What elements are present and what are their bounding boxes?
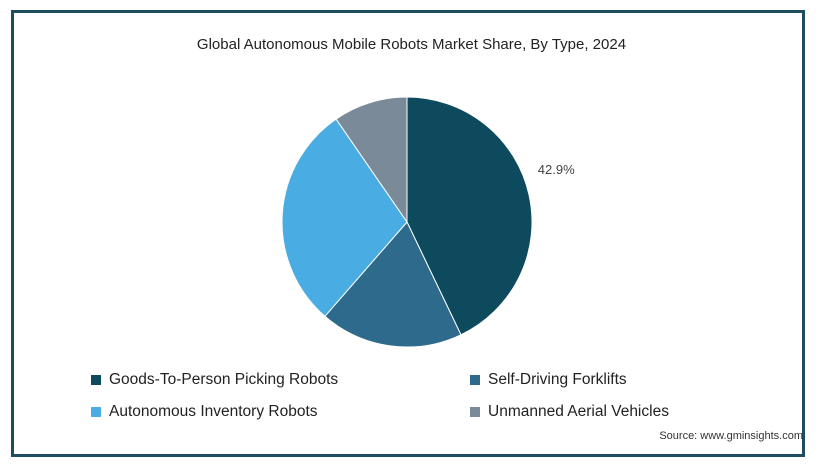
legend-label: Goods-To-Person Picking Robots: [109, 371, 339, 388]
legend-item: Self-Driving Forklifts: [470, 371, 627, 389]
legend-swatch: [91, 407, 101, 417]
source-note: Source: www.gminsights.com: [659, 430, 803, 442]
pie-slice-4: [335, 96, 408, 224]
legend-label: Self-Driving Forklifts: [488, 371, 627, 388]
legend-label: Unmanned Aerial Vehicles: [488, 403, 669, 420]
legend-item: Goods-To-Person Picking Robots: [91, 371, 338, 389]
legend-label: Autonomous Inventory Robots: [109, 403, 318, 420]
slice-value-label: 42.9%: [538, 162, 575, 177]
legend-swatch: [470, 375, 480, 385]
legend-item: Unmanned Aerial Vehicles: [470, 403, 669, 421]
pie-slice-2: [324, 221, 462, 348]
chart-title: Global Autonomous Mobile Robots Market S…: [196, 36, 627, 53]
legend-swatch: [91, 375, 101, 385]
pie-slice-1: [406, 96, 533, 336]
legend-item: Autonomous Inventory Robots: [91, 403, 318, 421]
legend-swatch: [470, 407, 480, 417]
pie-slice-3: [281, 118, 408, 317]
